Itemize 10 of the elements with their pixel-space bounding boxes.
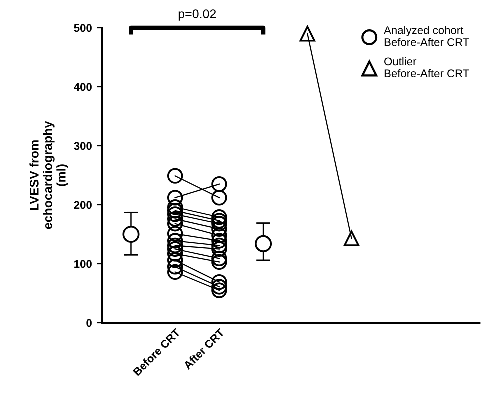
legend-label: Analyzed cohort Before-After CRT xyxy=(384,26,470,46)
y-tick-label: 100 xyxy=(74,260,92,268)
y-tick-label: 200 xyxy=(74,201,92,210)
y-tick-label: 500 xyxy=(74,24,92,32)
text: p=0.02 xyxy=(178,10,216,21)
y-tick-label: 0 xyxy=(86,319,92,328)
y-axis-title: LVESV from echocardiography (ml) xyxy=(30,121,68,230)
legend-label: Outlier Before-After CRT xyxy=(384,57,470,78)
y-tick-label: 400 xyxy=(74,83,92,92)
y-tick-label: 300 xyxy=(74,142,92,150)
